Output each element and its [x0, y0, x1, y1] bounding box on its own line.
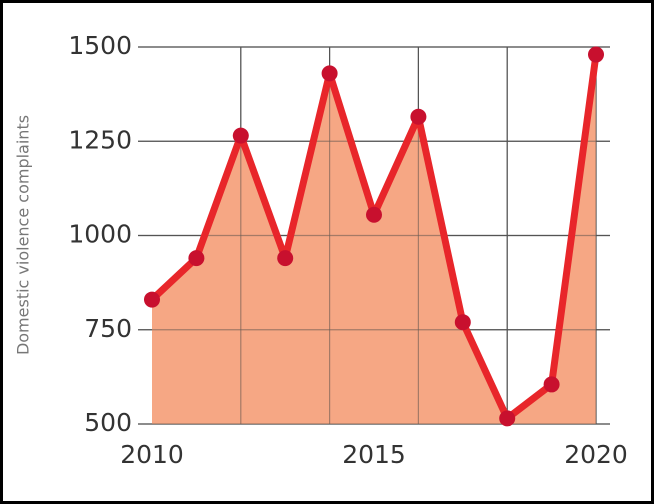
x-tick-label: 2015: [342, 440, 406, 469]
y-tick-label: 1000: [68, 220, 132, 249]
marker: [588, 46, 604, 63]
y-tick-label: 500: [84, 408, 132, 437]
marker: [543, 376, 560, 393]
marker: [232, 127, 249, 144]
area: [152, 54, 596, 424]
marker: [188, 250, 205, 267]
marker: [321, 65, 338, 82]
marker: [454, 314, 471, 331]
x-tick-label: 2010: [120, 440, 184, 469]
marker: [499, 410, 516, 427]
marker: [410, 108, 427, 125]
y-tick-label: 750: [84, 314, 132, 343]
marker: [144, 291, 160, 308]
marker: [366, 206, 382, 223]
y-axis-title: Domestic violence complaints: [14, 115, 33, 355]
marker: [277, 250, 294, 267]
y-tick-label: 1500: [68, 31, 132, 60]
plot: [138, 46, 610, 427]
y-tick-label: 1250: [68, 125, 132, 154]
x-tick-label: 2020: [564, 440, 628, 469]
